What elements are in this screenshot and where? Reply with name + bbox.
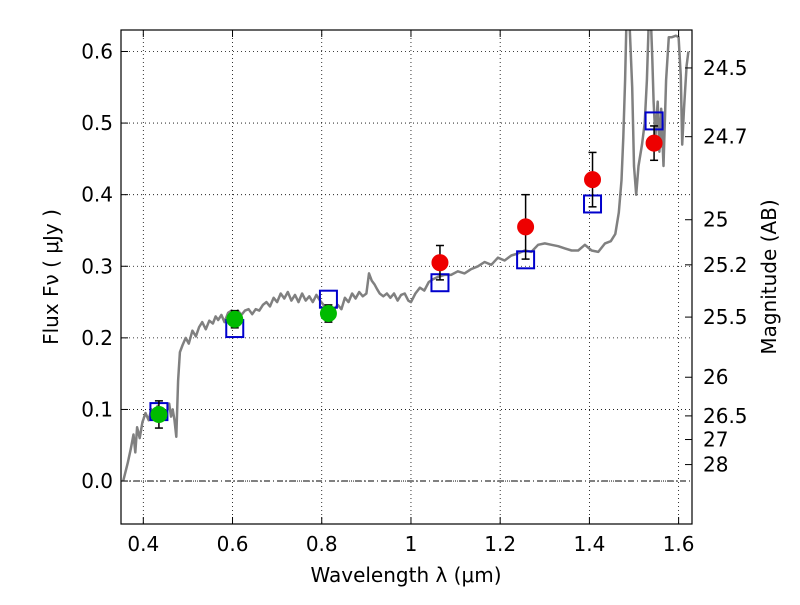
- grid: [121, 30, 692, 524]
- x-tick-label: 1.6: [663, 532, 695, 556]
- magnitude-tick-label: 28: [703, 453, 728, 477]
- magnitude-tick-label: 25.5: [703, 305, 748, 329]
- observed-point: [226, 310, 244, 328]
- x-tick-label: 0.8: [306, 532, 338, 556]
- observed-point: [517, 218, 535, 236]
- x-tick-label: 1.4: [573, 532, 605, 556]
- axis-ticks: 0.4 0.6 0.8 1 1.2 1.4 1.6 0.0 0.1 0.2 0.3 0.4 0.5 0.6: [81, 30, 695, 556]
- model-spectrum-line: [121, 30, 690, 482]
- y-tick-label: 0.3: [81, 254, 113, 278]
- y-tick-label: 0.1: [81, 397, 113, 421]
- magnitude-tick-label: 27: [703, 428, 728, 452]
- magnitude-tick-label: 26: [703, 365, 728, 389]
- observed-point: [431, 254, 449, 272]
- x-tick-label: 0.6: [217, 532, 249, 556]
- magnitude-tick-label: 25.2: [703, 253, 748, 277]
- y-tick-label: 0.4: [81, 183, 113, 207]
- observed-point: [584, 171, 602, 189]
- y-tick-label: 0.6: [81, 39, 113, 63]
- y-axis-label: Flux Fν ( μJy ): [39, 209, 63, 345]
- magnitude-tick-label: 24.7: [703, 125, 748, 149]
- observed-point: [319, 305, 337, 323]
- observed-point: [645, 134, 663, 152]
- magnitude-axis-label: Magnitude (AB): [757, 199, 781, 354]
- magnitude-tick-label: 26.5: [703, 404, 748, 428]
- plot-frame: [120, 29, 693, 525]
- y-tick-label: 0.0: [81, 469, 113, 493]
- observed-point: [150, 405, 168, 423]
- x-tick-label: 0.4: [127, 532, 159, 556]
- y-tick-label: 0.2: [81, 326, 113, 350]
- magnitude-tick-label: 24.5: [703, 56, 748, 80]
- x-tick-label: 1: [405, 532, 418, 556]
- y-tick-label: 0.5: [81, 111, 113, 135]
- x-axis-label: Wavelength λ (μm): [310, 563, 501, 587]
- series-layer: [121, 30, 690, 482]
- x-tick-label: 1.2: [484, 532, 516, 556]
- magnitude-tick-label: 25: [703, 208, 728, 232]
